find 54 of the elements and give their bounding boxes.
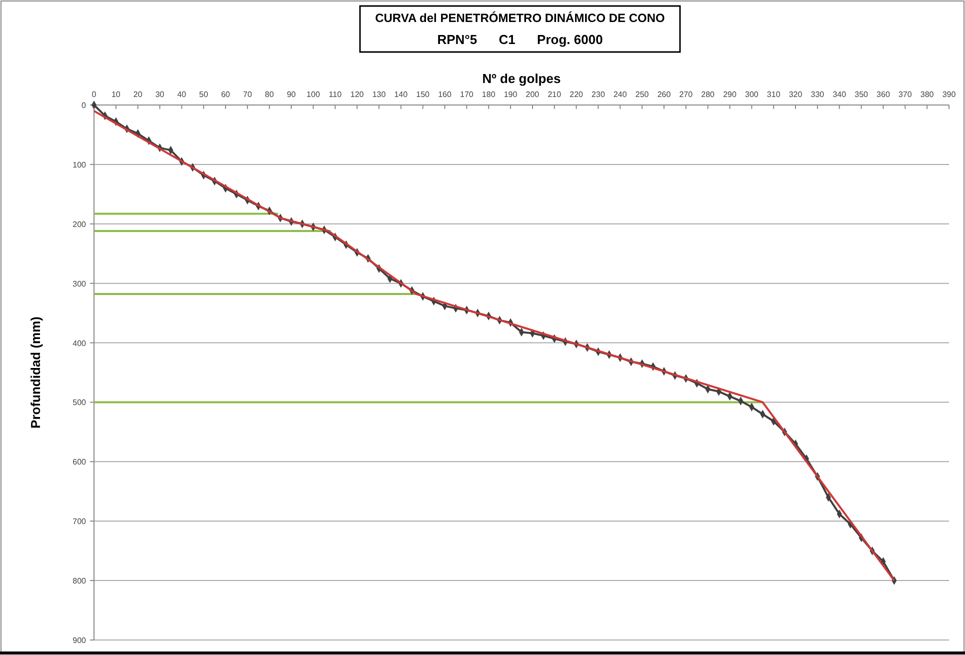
x-tick-label: 380: [920, 90, 934, 99]
x-tick-label: 270: [679, 90, 694, 99]
x-tick-label: 160: [438, 90, 452, 99]
x-tick-label: 350: [854, 90, 869, 99]
x-tick-label: 210: [548, 90, 562, 99]
x-tick-label: 320: [788, 90, 803, 99]
y-tick-label: 200: [72, 220, 87, 229]
x-tick-label: 330: [810, 90, 825, 99]
x-tick-label: 240: [613, 90, 628, 99]
x-tick-label: 290: [723, 90, 737, 99]
chart-title: CURVA del PENETRÓMETRO DINÁMICO DE CONO: [375, 11, 665, 25]
x-tick-label: 60: [221, 90, 231, 99]
x-tick-label: 70: [243, 90, 252, 99]
x-tick-label: 250: [635, 90, 650, 99]
chart-subtitle: RPN°5 C1 Prog. 6000: [437, 32, 603, 47]
x-tick-label: 360: [876, 90, 890, 99]
y-tick-label: 300: [72, 279, 87, 288]
x-tick-label: 390: [942, 90, 956, 99]
x-tick-label: 260: [657, 90, 672, 99]
x-tick-label: 80: [264, 90, 274, 99]
x-tick-label: 230: [592, 90, 606, 99]
y-tick-label: 600: [72, 458, 87, 467]
x-tick-label: 0: [92, 90, 97, 99]
y-tick-label: 400: [72, 338, 87, 348]
y-tick-label: 700: [72, 517, 87, 526]
x-tick-label: 310: [766, 90, 781, 99]
x-tick-label: 370: [898, 90, 912, 99]
x-tick-label: 120: [350, 90, 364, 99]
x-tick-label: 150: [416, 90, 430, 99]
x-tick-label: 190: [504, 90, 518, 99]
x-tick-label: 20: [133, 90, 143, 99]
y-tick-label: 800: [72, 576, 87, 586]
x-tick-label: 280: [701, 90, 716, 99]
x-tick-label: 130: [372, 90, 386, 99]
x-tick-label: 180: [482, 90, 496, 99]
x-tick-label: 300: [745, 90, 759, 99]
y-tick-label: 900: [72, 636, 87, 645]
x-tick-label: 110: [328, 90, 342, 99]
x-tick-label: 50: [199, 90, 209, 99]
x-tick-label: 140: [394, 90, 408, 99]
y-tick-label: 500: [72, 398, 87, 408]
y-axis-title: Profundidad (mm): [28, 316, 43, 428]
x-tick-label: 10: [111, 90, 121, 99]
x-axis-title: Nº de golpes: [482, 71, 561, 86]
x-tick-label: 90: [286, 90, 296, 99]
x-tick-label: 30: [155, 90, 165, 99]
x-tick-label: 40: [177, 90, 187, 99]
y-tick-label: 0: [82, 101, 87, 110]
y-tick-label: 100: [72, 160, 87, 170]
x-tick-label: 170: [460, 90, 474, 99]
x-tick-label: 220: [570, 90, 584, 99]
x-tick-label: 340: [832, 90, 847, 99]
x-tick-label: 100: [306, 90, 320, 99]
x-tick-label: 200: [526, 90, 540, 99]
